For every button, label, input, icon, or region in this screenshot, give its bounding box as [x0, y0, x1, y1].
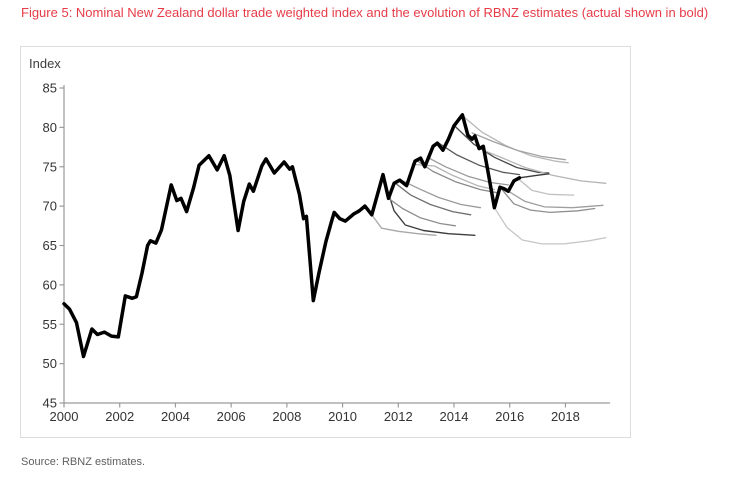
y-tick-label: 80: [43, 120, 57, 135]
x-tick-label: 2002: [105, 409, 134, 424]
forecast-series-line: [518, 173, 550, 179]
y-tick-label: 50: [43, 356, 57, 371]
x-tick-label: 2010: [328, 409, 357, 424]
figure-title: Figure 5: Nominal New Zealand dollar tra…: [21, 5, 709, 20]
forecast-series-line: [471, 132, 567, 161]
forecast-series-line: [461, 114, 569, 164]
y-tick-label: 70: [43, 199, 57, 214]
forecast-series-line: [371, 214, 437, 236]
y-tick-label: 45: [43, 396, 57, 411]
chart-card: Index 45 50 55 60 65 70 75 80 85 2000 2002 2004 2006…: [20, 46, 631, 438]
x-tick-label: 2006: [217, 409, 246, 424]
forecast-series-line: [454, 125, 550, 174]
forecast-series-line: [493, 207, 607, 245]
y-tick-label: 55: [43, 317, 57, 332]
forecast-series-line: [499, 186, 596, 214]
x-tick-label: 2004: [161, 409, 190, 424]
source-note: Source: RBNZ estimates.: [21, 456, 146, 468]
forecast-series-line: [400, 179, 482, 209]
x-tick-label: 2016: [495, 409, 524, 424]
x-tick-label: 2012: [384, 409, 413, 424]
forecast-series-line: [426, 156, 509, 186]
y-tick-label: 65: [43, 238, 57, 253]
twi-line-chart: 45 50 55 60 65 70 75 80 85 2000 2002 2004 2006 2008 20…: [43, 81, 610, 424]
x-tick-label: 2000: [50, 409, 79, 424]
x-tick-label: 2008: [272, 409, 301, 424]
y-axis-title: Index: [29, 56, 61, 71]
forecast-series-line: [482, 149, 607, 184]
forecast-series-line: [517, 177, 575, 196]
forecast-series-line: [438, 142, 521, 176]
forecast-series-line: [387, 197, 457, 227]
x-tick-label: 2018: [551, 409, 580, 424]
forecast-series-line: [507, 190, 604, 209]
y-tick-label: 60: [43, 277, 57, 292]
x-tick-label: 2014: [440, 409, 469, 424]
y-tick-label: 75: [43, 159, 57, 174]
actual-series-line: [62, 113, 522, 359]
forecast-series-line: [417, 160, 498, 194]
forecast-series-line: [383, 180, 476, 237]
y-tick-label: 85: [43, 81, 57, 96]
forecast-series-line: [394, 182, 472, 216]
